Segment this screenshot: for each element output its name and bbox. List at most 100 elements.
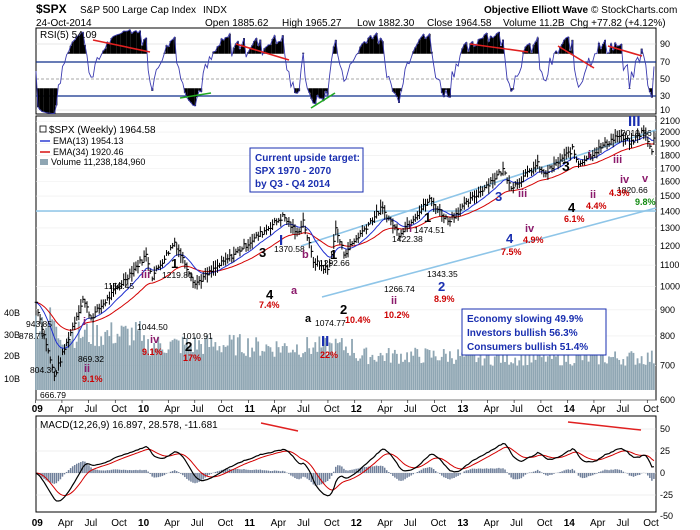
chart-date: 24-Oct-2014 (36, 18, 92, 29)
macd-histogram-bar (298, 473, 300, 480)
x-axis-label: Oct (111, 518, 127, 529)
macd-histogram-bar (441, 473, 443, 476)
macd-histogram-bar (412, 473, 415, 475)
volume-bar (118, 336, 121, 390)
wave-label: iv (150, 334, 160, 346)
volume-bar (149, 355, 152, 390)
volume-bar (634, 364, 637, 390)
x-axis-label: Oct (431, 518, 447, 529)
macd-histogram-bar (402, 473, 404, 481)
volume-bar (459, 355, 462, 390)
volume-bar (557, 352, 559, 390)
macd-histogram-bar (471, 468, 474, 473)
macd-histogram-bar (153, 473, 155, 478)
macd-histogram-bar (214, 471, 217, 473)
volume-bar (534, 359, 537, 390)
volume-bar (139, 321, 141, 390)
volume-bar (506, 351, 508, 390)
volume-bar (436, 360, 439, 390)
macd-histogram-bar (118, 469, 121, 473)
x-axis-label: Jul (616, 518, 629, 529)
volume-bar (367, 364, 370, 390)
volume-bar (132, 340, 135, 390)
macd-histogram-bar (612, 469, 614, 473)
volume-bar (265, 344, 268, 390)
price-label: 1044.50 (137, 322, 168, 332)
macd-histogram-bar (78, 462, 80, 473)
volume-bar (345, 346, 347, 390)
volume-bar (196, 349, 198, 390)
macd-histogram-bar (445, 473, 447, 478)
volume-bar (442, 349, 445, 390)
volume-bar (210, 337, 213, 390)
macd-histogram-bar (98, 470, 100, 473)
volume-bar (379, 352, 382, 390)
macd-histogram-bar (524, 473, 527, 475)
volume-bar (487, 355, 490, 390)
price-label: 666.79 (40, 390, 66, 400)
volume-bar (642, 364, 645, 390)
volume-bar (340, 338, 343, 390)
volume-bar (306, 337, 309, 390)
volume-bar (45, 327, 47, 390)
volume-bar (249, 357, 251, 390)
macd-histogram-bar (269, 471, 272, 473)
macd-histogram-bar (543, 473, 545, 475)
price-legend: $SPX (Weekly) 1964.58 EMA(13) 1954.13 EM… (39, 125, 156, 167)
macd-histogram-bar (147, 471, 149, 473)
volume-bar (71, 331, 74, 390)
volume-bar (471, 352, 474, 390)
macd-histogram-bar (124, 469, 127, 473)
percent-label: 10.4% (345, 315, 371, 325)
macd-histogram-bar (108, 470, 111, 473)
macd-histogram-bar (308, 473, 310, 481)
macd-histogram-bar (210, 473, 213, 474)
macd-histogram-bar (485, 468, 488, 473)
macd-histogram-bar (571, 468, 574, 473)
volume-bar (263, 351, 266, 390)
macd-histogram-bar (55, 473, 58, 484)
volume-bar (646, 352, 649, 390)
macd-histogram-bar (649, 473, 651, 479)
volume-bar (147, 339, 149, 390)
volume-bar (420, 363, 423, 390)
macd-histogram-bar (573, 470, 576, 473)
macd-histogram-bar (177, 472, 180, 473)
macd-histogram-bar (492, 468, 494, 473)
macd-histogram-bar (175, 471, 178, 473)
x-axis-label: Oct (218, 518, 234, 529)
macd-histogram-bar (326, 473, 329, 482)
volume-bar (55, 326, 58, 390)
macd-histogram-bar (422, 468, 425, 473)
macd-histogram-bar (475, 468, 478, 473)
rsi-axis-ticks: 90 70 50 30 10 (660, 39, 670, 115)
volume-bar (155, 348, 158, 390)
wave-label: 2 (438, 279, 445, 294)
macd-histogram-bar (449, 473, 451, 480)
volume-bar (122, 326, 125, 390)
macd-histogram-bar (651, 473, 653, 481)
wave-label: 3 (259, 245, 266, 260)
volume-bar (291, 349, 294, 390)
volume-bar (624, 365, 627, 390)
macd-histogram-bar (192, 473, 194, 483)
volume-bar (422, 362, 425, 390)
macd-histogram-bar (538, 471, 541, 473)
macd-histogram-bar (583, 473, 586, 478)
macd-histogram-bar (145, 469, 147, 473)
volume-bar (243, 353, 245, 390)
volume-bar (638, 363, 641, 390)
low-value: Low 1882.30 (357, 18, 415, 29)
macd-histogram-bar (594, 473, 596, 475)
macd-histogram-bar (184, 473, 186, 478)
volume-bar (106, 330, 109, 390)
macd-histogram-bar (532, 471, 535, 473)
volume-bar (67, 336, 70, 390)
macd-histogram-bar (392, 473, 394, 476)
volume-bar (143, 335, 145, 390)
macd-histogram-bar (216, 471, 219, 473)
volume-bar (79, 338, 82, 390)
volume-bar (391, 353, 394, 390)
macd-histogram-bar (233, 469, 235, 473)
